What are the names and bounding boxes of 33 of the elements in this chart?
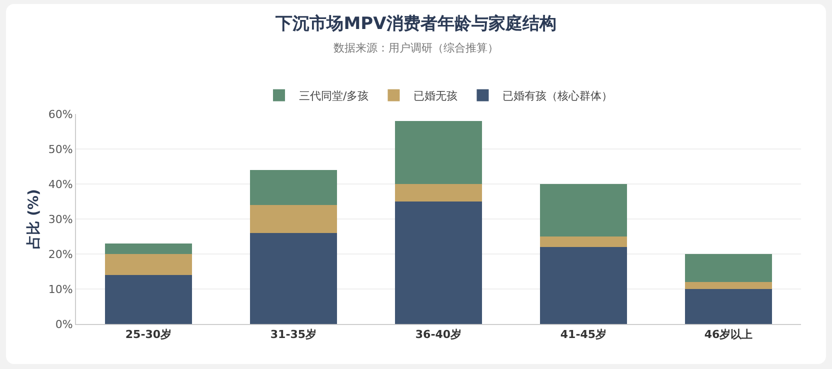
y-tick-label: 60% — [48, 108, 73, 121]
y-tick-label: 50% — [48, 142, 73, 156]
chart-title: 下沉市场MPV消费者年龄与家庭结构 — [274, 14, 556, 34]
x-tick-label: 36-40岁 — [415, 328, 462, 342]
x-tick-label: 31-35岁 — [270, 328, 317, 342]
bar — [540, 247, 627, 324]
bar — [105, 244, 192, 254]
bar — [250, 205, 337, 233]
bar — [395, 184, 482, 202]
legend-label: 已婚有孩（核心群体） — [502, 90, 613, 103]
x-tick-label: 41-45岁 — [560, 328, 607, 342]
x-tick-label: 25-30岁 — [125, 328, 172, 342]
chart-subtitle: 数据来源：用户调研（综合推算） — [334, 41, 498, 54]
bar — [250, 233, 337, 324]
bar — [685, 282, 772, 289]
y-tick-label: 10% — [48, 282, 73, 296]
x-tick-label: 46岁以上 — [704, 328, 753, 342]
bar — [395, 121, 482, 184]
bar — [395, 202, 482, 324]
legend-label: 三代同堂/多孩 — [299, 90, 369, 103]
bar — [250, 170, 337, 205]
y-tick-label: 40% — [48, 178, 73, 191]
y-tick-label: 30% — [48, 212, 73, 226]
legend-label: 已婚无孩 — [414, 90, 458, 103]
y-tick-label: 0% — [55, 318, 73, 331]
bar — [540, 184, 627, 236]
bar — [105, 275, 192, 324]
bar — [685, 254, 772, 282]
y-tick-label: 20% — [48, 248, 73, 261]
bar — [685, 289, 772, 324]
bar — [105, 254, 192, 275]
y-axis-title: 占比 (%) — [26, 189, 42, 249]
bar — [540, 236, 627, 247]
